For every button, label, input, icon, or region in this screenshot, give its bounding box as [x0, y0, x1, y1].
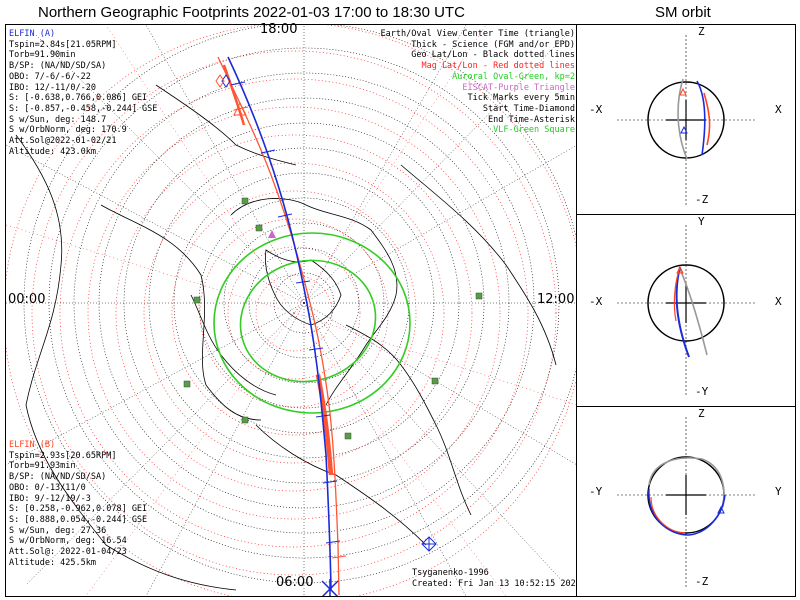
elfin-b-info-line: IBO: 9/-12/19/-3 [9, 493, 91, 504]
elfin-a-info-line: S w/OrbNorm, deg: 170.9 [9, 125, 127, 136]
geo-meridians [6, 25, 577, 596]
elfin-a-info-line: S: [-0.638,0.766,0.086] GEI [9, 93, 148, 104]
mag-meridians [6, 25, 577, 596]
elfin-b-info-line: Torb=91.93min [9, 461, 76, 472]
sm-orbit-xz-panel: Z -Z -X X [576, 24, 796, 216]
elfin-a-ticks [230, 81, 341, 544]
sm3-bottom: -Z [695, 575, 709, 588]
elfin-a-info-line: ELFIN (A) [9, 29, 56, 39]
legend-item: VLF-Green Square [493, 125, 575, 136]
elfin-a-info-line: IBO: 12/-11/0/-20 [9, 82, 96, 93]
elfin-b-info-line: S: [0.888,0.054,-0.244] GSE [9, 514, 148, 525]
legend-item: Start Time-Diamond [482, 103, 575, 114]
sm3-right: Y [775, 485, 782, 498]
created-timestamp: Created: Fri Jan 13 10:52:15 2023 [412, 579, 581, 589]
vlf-stations [183, 197, 483, 440]
elfin-b-info-line: S: [0.258,-0.962,0.078] GEI [9, 504, 148, 515]
legend-item: Mag Lat/Lon - Red dotted lines [421, 61, 575, 72]
elfin-b-info-line: OBO: 0/-13/11/0 [9, 482, 86, 493]
elfin-start-markers [215, 74, 231, 88]
geographic-footprint-map: 18:00 06:00 00:00 12:00 ELFIN (A) Tspin=2… [5, 22, 581, 597]
legend-item: Tick Marks every 5min [467, 93, 575, 104]
auroral-oval [213, 232, 411, 414]
elfin-b-info-line: Altitude: 425.5km [9, 557, 96, 568]
legend-item: Earth/Oval View Center Time (triangle) [380, 29, 575, 39]
sm1-top: Z [698, 25, 705, 38]
sm1-right: X [775, 103, 782, 116]
elfin-a-info-line: Tspin=2.84s[21.05RPM] [9, 39, 117, 50]
model-credit: Tsyganenko-1996 [412, 568, 489, 578]
sm-xy-canvas [617, 225, 755, 397]
legend-item: Geo Lat/Lon - Black dotted lines [411, 50, 575, 61]
sm2-bottom: -Y [695, 385, 709, 398]
sm3-left: -Y [589, 485, 603, 498]
elfin-b-info-line: Att.Sol@: 2022-01-04/23 [9, 547, 127, 558]
elfin-a-info: ELFIN (A) Tspin=2.84s[21.05RPM] Torb=91.90… [9, 29, 157, 157]
sm-orbit-title: SM orbit [655, 4, 711, 21]
sm3-top: Z [698, 407, 705, 420]
hour-label-top: 18:00 [260, 22, 298, 37]
elfin-a-info-line: Att.Sol@2022-01-02/21 [9, 136, 117, 147]
hour-label-bottom: 06:00 [276, 575, 314, 590]
sm-xz-canvas [617, 35, 755, 205]
elfin-a-info-line: Torb=91.90min [9, 50, 76, 61]
elfin-a-info-line: B/SP: (NA/ND/SD/SA) [9, 61, 107, 72]
sm-orbit-yz-panel: Z -Z -Y Y [576, 406, 796, 597]
legend-item: End Time-Asterisk [488, 114, 575, 125]
elfin-b-info-line: Tspin=2.93s[20.65RPM] [9, 450, 117, 461]
mag-lat-circles [6, 25, 577, 596]
elfin-b-info-line: B/SP: (NA/ND/SD/SA) [9, 472, 107, 483]
hour-label-left: 00:00 [8, 292, 46, 307]
sm-yz-canvas [617, 417, 755, 587]
elfin-b-info-line: S w/Sun, deg: 27.36 [9, 525, 107, 536]
elfin-b-info-line: S w/OrbNorm, deg: 16.54 [9, 536, 127, 547]
elfin-b-center-triangle [233, 101, 247, 116]
elfin-b-ticks [233, 106, 347, 559]
legend-item: Thick - Science (FGM and/or EPD) [411, 39, 575, 50]
sm2-left: -X [589, 295, 603, 308]
view-center-marker [421, 536, 437, 552]
elfin-a-track [227, 56, 332, 591]
elfin-a-info-line: OBO: 7/-6/-6/-22 [9, 71, 91, 82]
eiscat-triangle [268, 230, 276, 238]
elfin-a-info-line: Altitude: 423.0km [9, 146, 96, 157]
elfin-b-track [217, 56, 340, 596]
hour-label-right: 12:00 [537, 292, 575, 307]
elfin-end-markers [321, 579, 339, 596]
elfin-a-info-line: S w/Sun, deg: 148.7 [9, 114, 107, 125]
legend: Earth/Oval View Center Time (triangle) Th… [381, 29, 575, 136]
elfin-b-info-line: ELFIN (B) [9, 440, 56, 450]
sm-orbit-xy-panel: Y -Y -X X [576, 214, 796, 408]
elfin-b-info: ELFIN (B) Tspin=2.93s[20.65RPM] Torb=91.93… [9, 440, 147, 568]
polar-map-canvas [6, 25, 577, 596]
sm2-top: Y [698, 215, 705, 228]
legend-item: Auroral Oval-Green, kp=2 [452, 71, 575, 82]
sm1-bottom: -Z [695, 193, 709, 206]
sm2-right: X [775, 295, 782, 308]
elfin-a-info-line: S: [-0.857,-0.458,-0.244] GSE [9, 103, 158, 114]
sm1-left: -X [589, 103, 603, 116]
main-title: Northern Geographic Footprints 2022-01-0… [38, 4, 465, 21]
legend-item: EISCAT-Purple Triangle [462, 82, 575, 93]
